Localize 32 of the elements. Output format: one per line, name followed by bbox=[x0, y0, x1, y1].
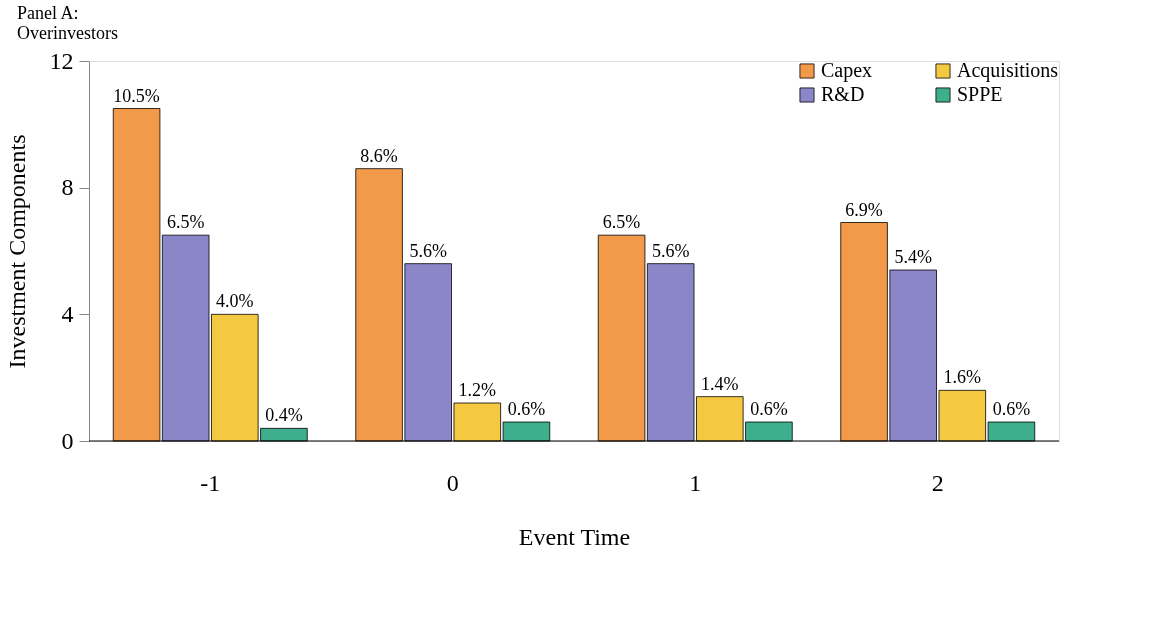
y-axis-title: Investment Components bbox=[3, 134, 30, 369]
data-label: 6.5% bbox=[602, 212, 641, 233]
data-label: 6.9% bbox=[845, 199, 883, 220]
data-label: 6.5% bbox=[166, 212, 205, 233]
data-label: 1.4% bbox=[701, 373, 739, 394]
x-tick-label: -1 bbox=[200, 469, 221, 496]
x-axis-title: Event Time bbox=[518, 523, 631, 550]
data-label: 1.2% bbox=[458, 380, 497, 400]
data-label: 4.0% bbox=[216, 291, 254, 312]
data-label: 5.6% bbox=[651, 240, 690, 261]
data-label: 8.6% bbox=[360, 145, 398, 166]
x-tick-label: 1 bbox=[689, 469, 702, 496]
text: Panel A: bbox=[17, 3, 79, 23]
data-label: 5.4% bbox=[894, 247, 932, 267]
y-tick-label: 0 bbox=[61, 427, 74, 454]
legend-label: Acquisitions bbox=[957, 59, 1059, 82]
data-label: 1.6% bbox=[943, 367, 982, 388]
data-label: 10.5% bbox=[113, 85, 160, 106]
data-label: 0.6% bbox=[750, 399, 788, 419]
legend-label: Capex bbox=[821, 59, 873, 82]
y-tick-label: 4 bbox=[61, 300, 74, 327]
x-tick-label: 2 bbox=[931, 469, 944, 496]
y-tick-label: 8 bbox=[61, 174, 74, 201]
text: Overinvestors bbox=[17, 23, 118, 43]
data-label: 0.6% bbox=[507, 399, 546, 419]
x-tick-label: 0 bbox=[446, 469, 459, 496]
legend-label: R&D bbox=[821, 83, 865, 105]
y-tick-label: 12 bbox=[49, 47, 74, 74]
data-label: 0.6% bbox=[992, 399, 1031, 419]
legend-label: SPPE bbox=[957, 83, 1003, 105]
data-label: 0.4% bbox=[265, 405, 303, 426]
data-label: 5.6% bbox=[409, 240, 447, 261]
